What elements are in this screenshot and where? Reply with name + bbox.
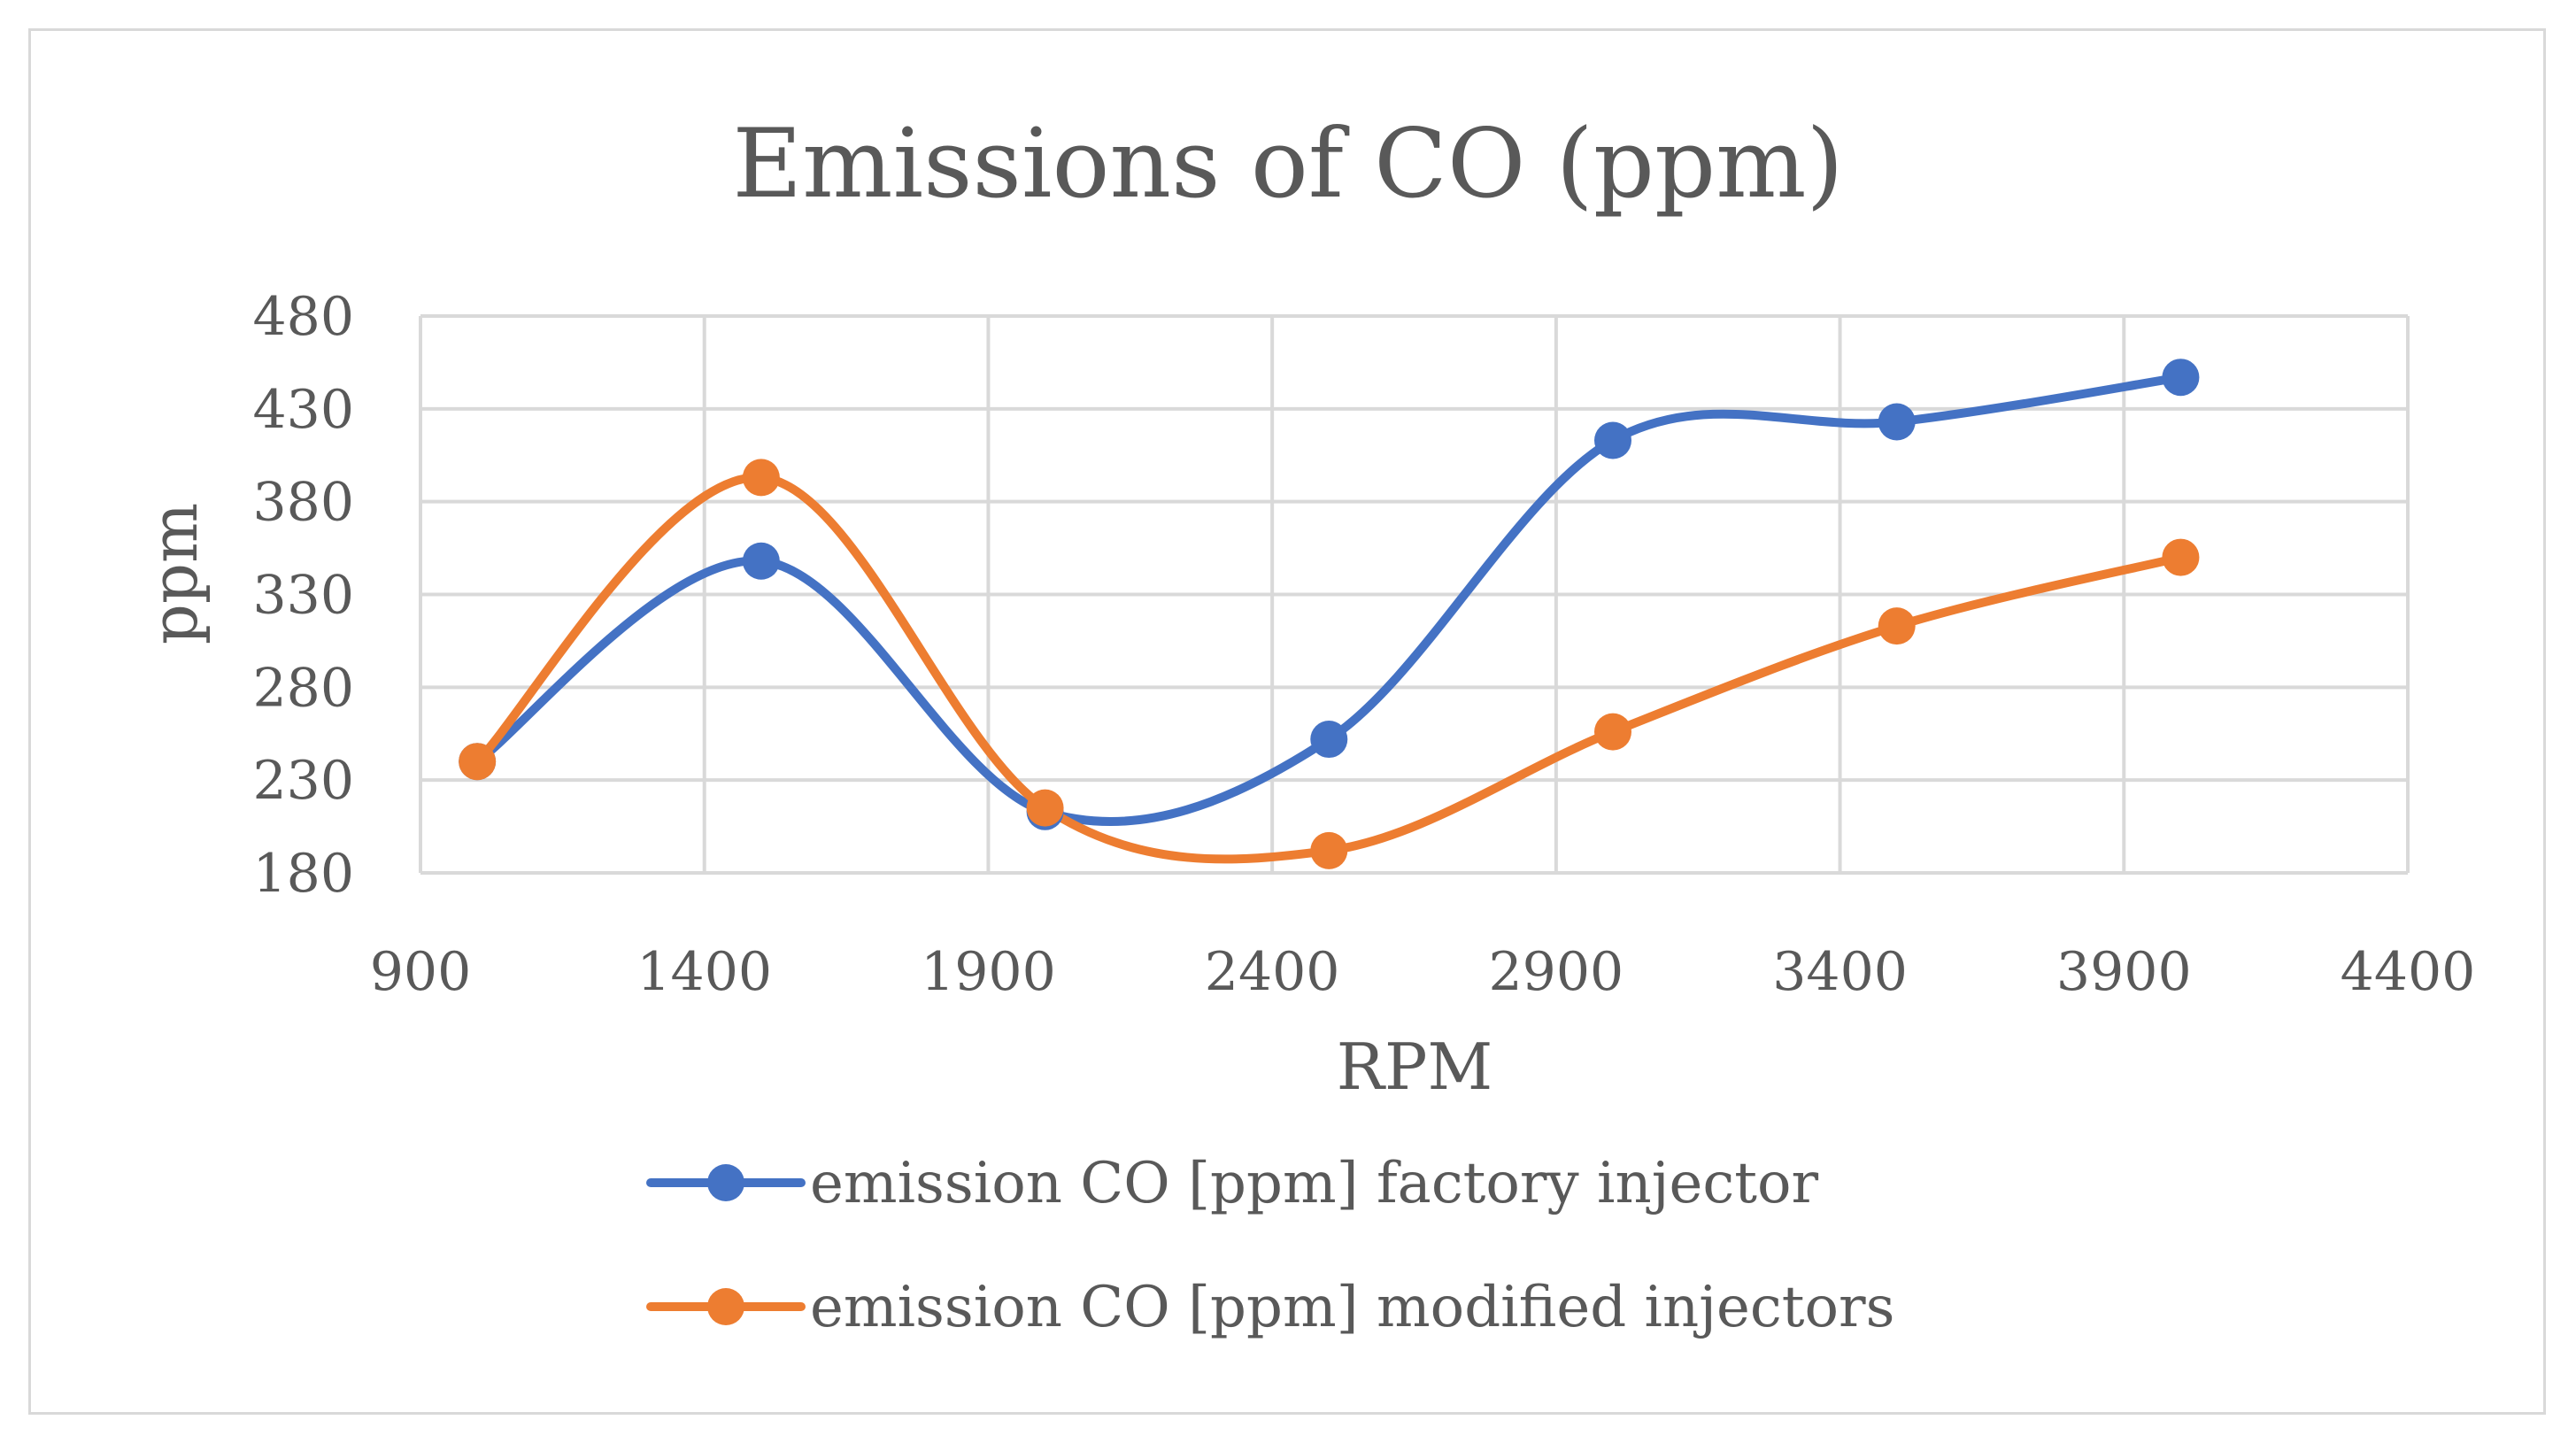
y-tick-label: 380 — [252, 472, 354, 534]
data-point-series-0 — [1310, 721, 1348, 759]
y-tick-label: 330 — [252, 565, 354, 627]
legend-marker-1 — [707, 1288, 744, 1325]
x-tick-label: 1400 — [636, 941, 772, 1003]
data-point-series-1 — [1026, 789, 1064, 827]
chart-frame — [28, 28, 2546, 1415]
chart-title: Emissions of CO (ppm) — [732, 109, 1843, 220]
y-tick-label: 180 — [252, 843, 354, 905]
data-point-series-1 — [2162, 538, 2200, 576]
data-point-series-1 — [742, 459, 780, 497]
x-tick-label: 3900 — [2056, 941, 2192, 1003]
data-point-series-1 — [459, 743, 497, 781]
legend-label-0: emission CO [ppm] factory injector — [810, 1151, 1819, 1216]
data-point-series-0 — [1594, 421, 1631, 459]
y-tick-label: 230 — [252, 750, 354, 812]
y-tick-label: 480 — [252, 286, 354, 348]
data-point-series-1 — [1594, 713, 1631, 751]
x-tick-label: 1900 — [921, 941, 1056, 1003]
data-point-series-1 — [1310, 831, 1348, 869]
legend-marker-0 — [707, 1164, 744, 1201]
data-point-series-0 — [1878, 403, 1916, 441]
y-axis-title: ppm — [137, 503, 212, 644]
data-point-series-0 — [2162, 359, 2200, 397]
series-line-1 — [473, 473, 2186, 864]
x-tick-label: 2900 — [1489, 941, 1624, 1003]
x-axis-tick-labels: 900 1400 1900 2400 2900 3400 3900 4400 — [370, 941, 2476, 1003]
data-point-series-0 — [742, 542, 780, 580]
y-axis-tick-labels: 180 230 280 330 380 430 480 — [252, 286, 354, 905]
grid — [419, 314, 2410, 875]
series-markers — [459, 359, 2200, 869]
y-tick-label: 430 — [252, 379, 354, 441]
series-lines — [473, 373, 2186, 864]
x-tick-label: 2400 — [1205, 941, 1340, 1003]
x-tick-label: 900 — [370, 941, 472, 1003]
x-tick-label: 3400 — [1772, 941, 1908, 1003]
y-tick-label: 280 — [252, 657, 354, 719]
data-point-series-1 — [1878, 607, 1916, 645]
x-tick-label: 4400 — [2341, 941, 2476, 1003]
x-axis-title: RPM — [1337, 1030, 1492, 1104]
legend: emission CO [ppm] factory injector emissi… — [646, 1151, 1894, 1340]
legend-label-1: emission CO [ppm] modified injectors — [810, 1275, 1894, 1340]
